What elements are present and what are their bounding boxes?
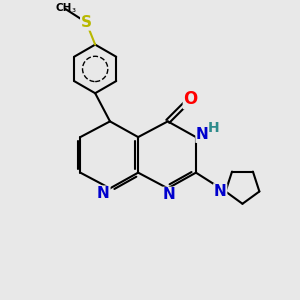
Text: N: N — [196, 127, 209, 142]
Text: N: N — [97, 186, 110, 201]
Text: N: N — [214, 184, 226, 199]
Text: O: O — [184, 90, 198, 108]
Text: N: N — [163, 188, 175, 202]
Text: ₃: ₃ — [72, 4, 76, 14]
Text: CH: CH — [56, 3, 72, 13]
Text: S: S — [81, 15, 92, 30]
Text: H: H — [207, 121, 219, 135]
